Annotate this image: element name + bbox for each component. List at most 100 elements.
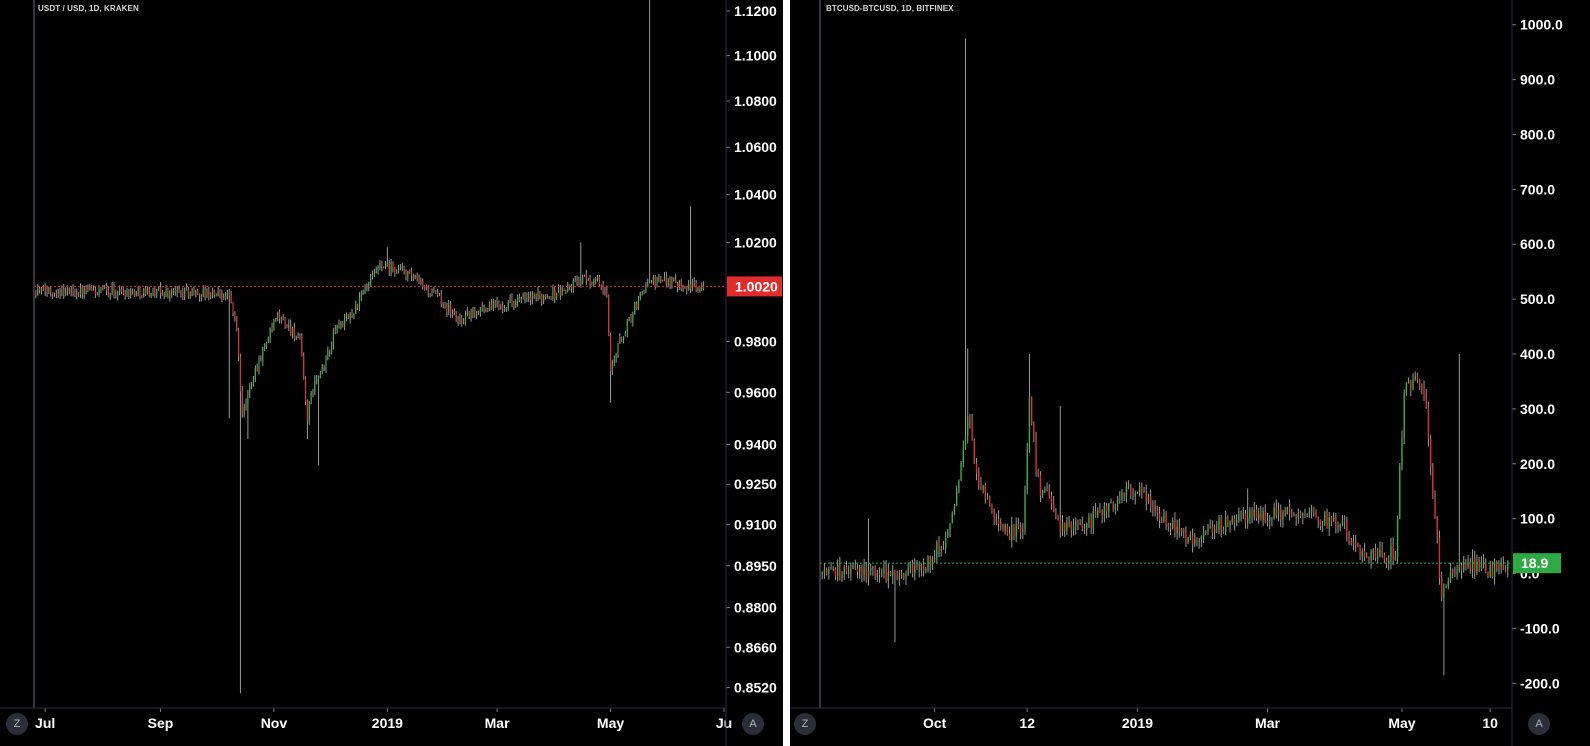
candle-body[interactable] <box>115 293 117 296</box>
candle-body[interactable] <box>277 311 279 319</box>
candle-body[interactable] <box>591 283 593 286</box>
candle-body[interactable] <box>420 280 422 282</box>
candle-body[interactable] <box>355 305 357 314</box>
candle-body[interactable] <box>472 308 474 313</box>
candle-body[interactable] <box>1385 559 1388 563</box>
candle-body[interactable] <box>531 292 534 300</box>
candle-body[interactable] <box>89 288 91 291</box>
candle-body[interactable] <box>362 291 364 295</box>
candle-body[interactable] <box>1341 520 1344 525</box>
candle-body[interactable] <box>368 281 370 288</box>
candle-body[interactable] <box>1052 504 1055 513</box>
candle-body[interactable] <box>1491 564 1494 578</box>
candle-body[interactable] <box>608 295 610 336</box>
candle-body[interactable] <box>1374 549 1377 559</box>
candle-body[interactable] <box>567 284 569 292</box>
candle-body[interactable] <box>451 314 454 316</box>
candle-body[interactable] <box>1445 586 1447 588</box>
candle-body[interactable] <box>208 288 210 298</box>
candle-body[interactable] <box>94 290 96 294</box>
candle-body[interactable] <box>1269 517 1271 522</box>
candle-body[interactable] <box>487 308 489 311</box>
candle-body[interactable] <box>397 269 400 273</box>
candle-body[interactable] <box>1079 523 1081 525</box>
candle-body[interactable] <box>989 496 991 504</box>
candle-body[interactable] <box>39 288 41 291</box>
candle-body[interactable] <box>425 287 428 290</box>
candle-body[interactable] <box>68 288 70 292</box>
candle-body[interactable] <box>1178 526 1181 532</box>
candle-body[interactable] <box>1262 511 1264 520</box>
candle-body[interactable] <box>947 529 949 538</box>
candle-body[interactable] <box>178 289 180 293</box>
candle-body[interactable] <box>1253 509 1255 517</box>
candle-body[interactable] <box>215 295 217 297</box>
candle-body[interactable] <box>213 289 215 296</box>
candle-body[interactable] <box>1048 489 1050 497</box>
candle-body[interactable] <box>102 287 104 290</box>
candle-body[interactable] <box>1277 509 1280 516</box>
candle-body[interactable] <box>557 289 560 293</box>
candle-body[interactable] <box>466 311 468 316</box>
candle-body[interactable] <box>944 537 947 549</box>
candle-body[interactable] <box>830 568 832 570</box>
candle-body[interactable] <box>1332 516 1335 522</box>
candle-body[interactable] <box>916 566 918 569</box>
candle-body[interactable] <box>598 276 600 285</box>
candle-body[interactable] <box>122 292 124 294</box>
candle-body[interactable] <box>541 295 543 302</box>
candle-body[interactable] <box>660 276 662 281</box>
candle-body[interactable] <box>269 327 271 338</box>
candle-body[interactable] <box>1136 492 1139 494</box>
candle-body[interactable] <box>587 279 589 281</box>
candle-body[interactable] <box>184 288 186 297</box>
candle-body[interactable] <box>262 347 264 361</box>
candle-body[interactable] <box>59 292 61 297</box>
candle-body[interactable] <box>556 292 558 299</box>
candle-body[interactable] <box>345 314 348 317</box>
candle-body[interactable] <box>502 306 504 309</box>
candle-body[interactable] <box>632 314 634 322</box>
candle-body[interactable] <box>100 287 102 290</box>
candle-body[interactable] <box>418 279 420 282</box>
candle-body[interactable] <box>85 287 87 290</box>
candle-body[interactable] <box>91 288 93 291</box>
candle-body[interactable] <box>431 291 433 295</box>
candle-body[interactable] <box>634 303 636 315</box>
candle-body[interactable] <box>370 278 372 282</box>
candle-body[interactable] <box>900 573 903 577</box>
candle-body[interactable] <box>98 287 100 293</box>
candle-body[interactable] <box>317 377 320 379</box>
candle-body[interactable] <box>81 287 83 295</box>
candle-body[interactable] <box>1377 556 1379 559</box>
candle-body[interactable] <box>535 295 537 298</box>
candle-body[interactable] <box>1264 511 1266 523</box>
candle-body[interactable] <box>1026 450 1028 490</box>
candle-body[interactable] <box>137 287 139 292</box>
candle-body[interactable] <box>615 353 617 358</box>
candle-body[interactable] <box>1449 569 1452 582</box>
candle-body[interactable] <box>1114 504 1117 510</box>
candle-body[interactable] <box>496 302 498 304</box>
candle-body[interactable] <box>647 282 649 287</box>
candle-body[interactable] <box>1310 509 1313 512</box>
candle-body[interactable] <box>823 569 826 573</box>
candle-body[interactable] <box>264 344 266 348</box>
candle-body[interactable] <box>619 337 621 344</box>
candle-body[interactable] <box>146 290 149 294</box>
candle-body[interactable] <box>1418 379 1421 388</box>
candle-body[interactable] <box>1436 516 1438 538</box>
candle-body[interactable] <box>516 297 519 302</box>
candle-body[interactable] <box>1403 392 1405 438</box>
candle-body[interactable] <box>543 295 545 302</box>
candle-body[interactable] <box>546 296 548 298</box>
candle-body[interactable] <box>349 313 351 319</box>
candle-body[interactable] <box>221 294 223 298</box>
candle-body[interactable] <box>113 287 115 294</box>
candle-body[interactable] <box>124 293 126 297</box>
candle-body[interactable] <box>342 322 344 327</box>
candle-body[interactable] <box>1200 536 1203 540</box>
candle-body[interactable] <box>202 290 204 296</box>
candle-body[interactable] <box>293 327 295 339</box>
candle-body[interactable] <box>236 316 238 330</box>
